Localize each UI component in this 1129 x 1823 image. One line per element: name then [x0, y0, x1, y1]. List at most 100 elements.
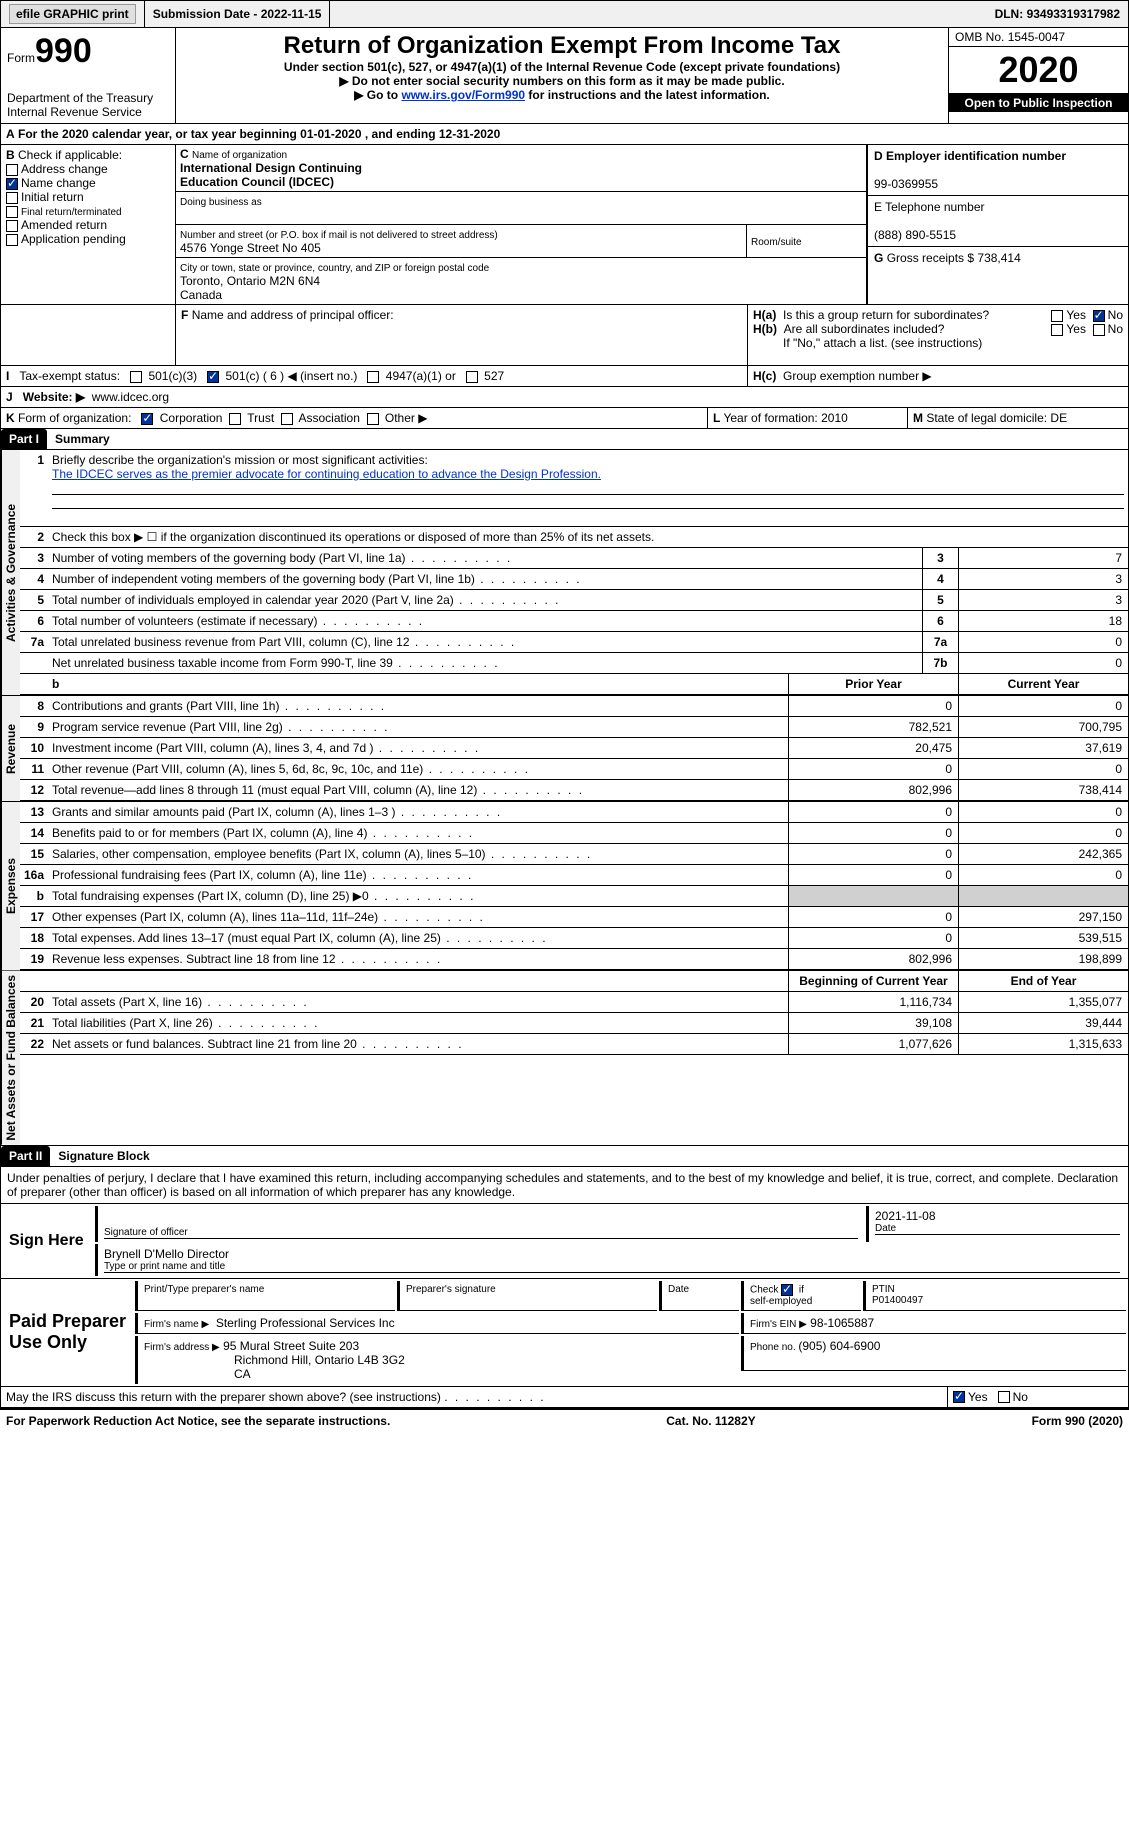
efile-cell: efile GRAPHIC print: [1, 1, 145, 27]
website-value: www.idcec.org: [92, 390, 169, 404]
subtitle-1: Under section 501(c), 527, or 4947(a)(1)…: [182, 60, 942, 74]
footer-form: Form 990 (2020): [1032, 1414, 1123, 1428]
officer-name: Brynell D'Mello Director: [104, 1247, 1120, 1261]
chk-address[interactable]: [6, 164, 18, 176]
line-10: 10Investment income (Part VIII, column (…: [20, 738, 1128, 759]
block-bcdefg: B Check if applicable: Address change Na…: [0, 145, 1129, 305]
line-11: 11Other revenue (Part VIII, column (A), …: [20, 759, 1128, 780]
dept-treasury: Department of the Treasury: [7, 91, 169, 105]
line-20: 20Total assets (Part X, line 16)1,116,73…: [20, 992, 1128, 1013]
paid-preparer-block: Paid Preparer Use Only Print/Type prepar…: [0, 1279, 1129, 1387]
line-18: 18Total expenses. Add lines 13–17 (must …: [20, 928, 1128, 949]
line-7a: 7aTotal unrelated business revenue from …: [20, 632, 1128, 653]
chk-501c3[interactable]: [130, 371, 142, 383]
efile-print-button[interactable]: efile GRAPHIC print: [9, 4, 136, 24]
line-15: 15Salaries, other compensation, employee…: [20, 844, 1128, 865]
line-8: 8Contributions and grants (Part VIII, li…: [20, 696, 1128, 717]
form990-link[interactable]: www.irs.gov/Form990: [401, 88, 525, 102]
ein-value: 99-0369955: [874, 177, 938, 191]
chk-4947[interactable]: [367, 371, 379, 383]
chk-hb-yes[interactable]: [1051, 324, 1063, 336]
line-2: 2 Check this box ▶ ☐ if the organization…: [20, 527, 1128, 548]
line-14: 14Benefits paid to or for members (Part …: [20, 823, 1128, 844]
line-22: 22Net assets or fund balances. Subtract …: [20, 1034, 1128, 1055]
line-6: 6Total number of volunteers (estimate if…: [20, 611, 1128, 632]
tax-year: 2020: [949, 47, 1128, 94]
dln-label: DLN:: [995, 7, 1027, 21]
form-title: Return of Organization Exempt From Incom…: [182, 32, 942, 60]
line-7b: Net unrelated business taxable income fr…: [20, 653, 1128, 674]
declaration: Under penalties of perjury, I declare th…: [0, 1167, 1129, 1204]
chk-assoc[interactable]: [281, 413, 293, 425]
line-13: 13Grants and similar amounts paid (Part …: [20, 802, 1128, 823]
box-h: H(a) Is this a group return for subordin…: [748, 305, 1128, 365]
chk-amended[interactable]: [6, 220, 18, 232]
chk-discuss-no[interactable]: [998, 1391, 1010, 1403]
submission-cell: Submission Date - 2022-11-15: [145, 1, 331, 27]
box-c: C Name of organization International Des…: [176, 145, 868, 304]
open-inspection: Open to Public Inspection: [949, 94, 1128, 112]
omb-cell: OMB No. 1545-0047: [949, 28, 1128, 47]
vert-revenue: Revenue: [1, 696, 20, 801]
line-a: A For the 2020 calendar year, or tax yea…: [0, 124, 1129, 145]
sign-here-block: Sign Here Signature of officer 2021-11-0…: [0, 1204, 1129, 1279]
chk-ha-yes[interactable]: [1051, 310, 1063, 322]
line-4: 4Number of independent voting members of…: [20, 569, 1128, 590]
chk-hb-no[interactable]: [1093, 324, 1105, 336]
submission-date: 2022-11-15: [261, 7, 322, 21]
dept-irs: Internal Revenue Service: [7, 105, 169, 119]
revenue-block: Revenue 8Contributions and grants (Part …: [0, 696, 1129, 802]
box-f: F Name and address of principal officer:: [176, 305, 748, 365]
form-header: Form990 Department of the Treasury Inter…: [0, 28, 1129, 124]
header-right: OMB No. 1545-0047 2020 Open to Public In…: [948, 28, 1128, 123]
vert-expenses: Expenses: [1, 802, 20, 970]
box-b: B Check if applicable: Address change Na…: [1, 145, 176, 304]
line-19: 19Revenue less expenses. Subtract line 1…: [20, 949, 1128, 970]
part1-body: Activities & Governance 1 Briefly descri…: [0, 450, 1129, 696]
phone-value: (888) 890-5515: [874, 228, 956, 242]
mission-text: The IDCEC serves as the premier advocate…: [52, 467, 601, 481]
top-bar: efile GRAPHIC print Submission Date - 20…: [0, 0, 1129, 28]
chk-527[interactable]: [466, 371, 478, 383]
chk-other[interactable]: [367, 413, 379, 425]
part1-header: Part I Summary: [0, 429, 1129, 450]
line-klm: K Form of organization: Corporation Trus…: [0, 408, 1129, 429]
page-footer: For Paperwork Reduction Act Notice, see …: [0, 1408, 1129, 1432]
netassets-block: Net Assets or Fund Balances Beginning of…: [0, 971, 1129, 1146]
chk-corp[interactable]: [141, 413, 153, 425]
chk-initial[interactable]: [6, 192, 18, 204]
form-word: Form: [7, 51, 35, 65]
chk-501c[interactable]: [207, 371, 219, 383]
chk-discuss-yes[interactable]: [953, 1391, 965, 1403]
expenses-block: Expenses 13Grants and similar amounts pa…: [0, 802, 1129, 971]
chk-self-employed[interactable]: [781, 1284, 793, 1296]
box-f-spacer: [1, 305, 176, 365]
dln-value: 93493319317982: [1027, 7, 1120, 21]
line-16a: 16aProfessional fundraising fees (Part I…: [20, 865, 1128, 886]
subtitle-3: ▶ Go to www.irs.gov/Form990 for instruct…: [182, 88, 942, 102]
submission-label: Submission Date -: [153, 7, 261, 21]
gross-receipts: 738,414: [977, 251, 1020, 265]
discuss-row: May the IRS discuss this return with the…: [0, 1387, 1129, 1408]
block-fh: F Name and address of principal officer:…: [0, 305, 1129, 366]
subtitle-2: ▶ Do not enter social security numbers o…: [182, 74, 942, 88]
line-i: I Tax-exempt status: 501(c)(3) 501(c) ( …: [0, 366, 1129, 387]
top-spacer: [330, 1, 986, 27]
vert-activities: Activities & Governance: [1, 450, 20, 695]
chk-trust[interactable]: [229, 413, 241, 425]
chk-ha-no[interactable]: [1093, 310, 1105, 322]
box-deg: D Employer identification number 99-0369…: [868, 145, 1128, 304]
chk-name-change[interactable]: [6, 178, 18, 190]
header-mid: Return of Organization Exempt From Incom…: [176, 28, 948, 123]
line-5: 5Total number of individuals employed in…: [20, 590, 1128, 611]
chk-app-pending[interactable]: [6, 234, 18, 246]
part2-header: Part II Signature Block: [0, 1146, 1129, 1167]
line-j: J Website: ▶ www.idcec.org: [0, 387, 1129, 408]
line-1: 1 Briefly describe the organization's mi…: [20, 450, 1128, 527]
line-3: 3Number of voting members of the governi…: [20, 548, 1128, 569]
chk-final[interactable]: [6, 206, 18, 218]
line-12: 12Total revenue—add lines 8 through 11 (…: [20, 780, 1128, 801]
form-number: 990: [35, 32, 92, 70]
header-left: Form990 Department of the Treasury Inter…: [1, 28, 176, 123]
col-header-bc: b Prior Year Current Year: [20, 674, 1128, 695]
